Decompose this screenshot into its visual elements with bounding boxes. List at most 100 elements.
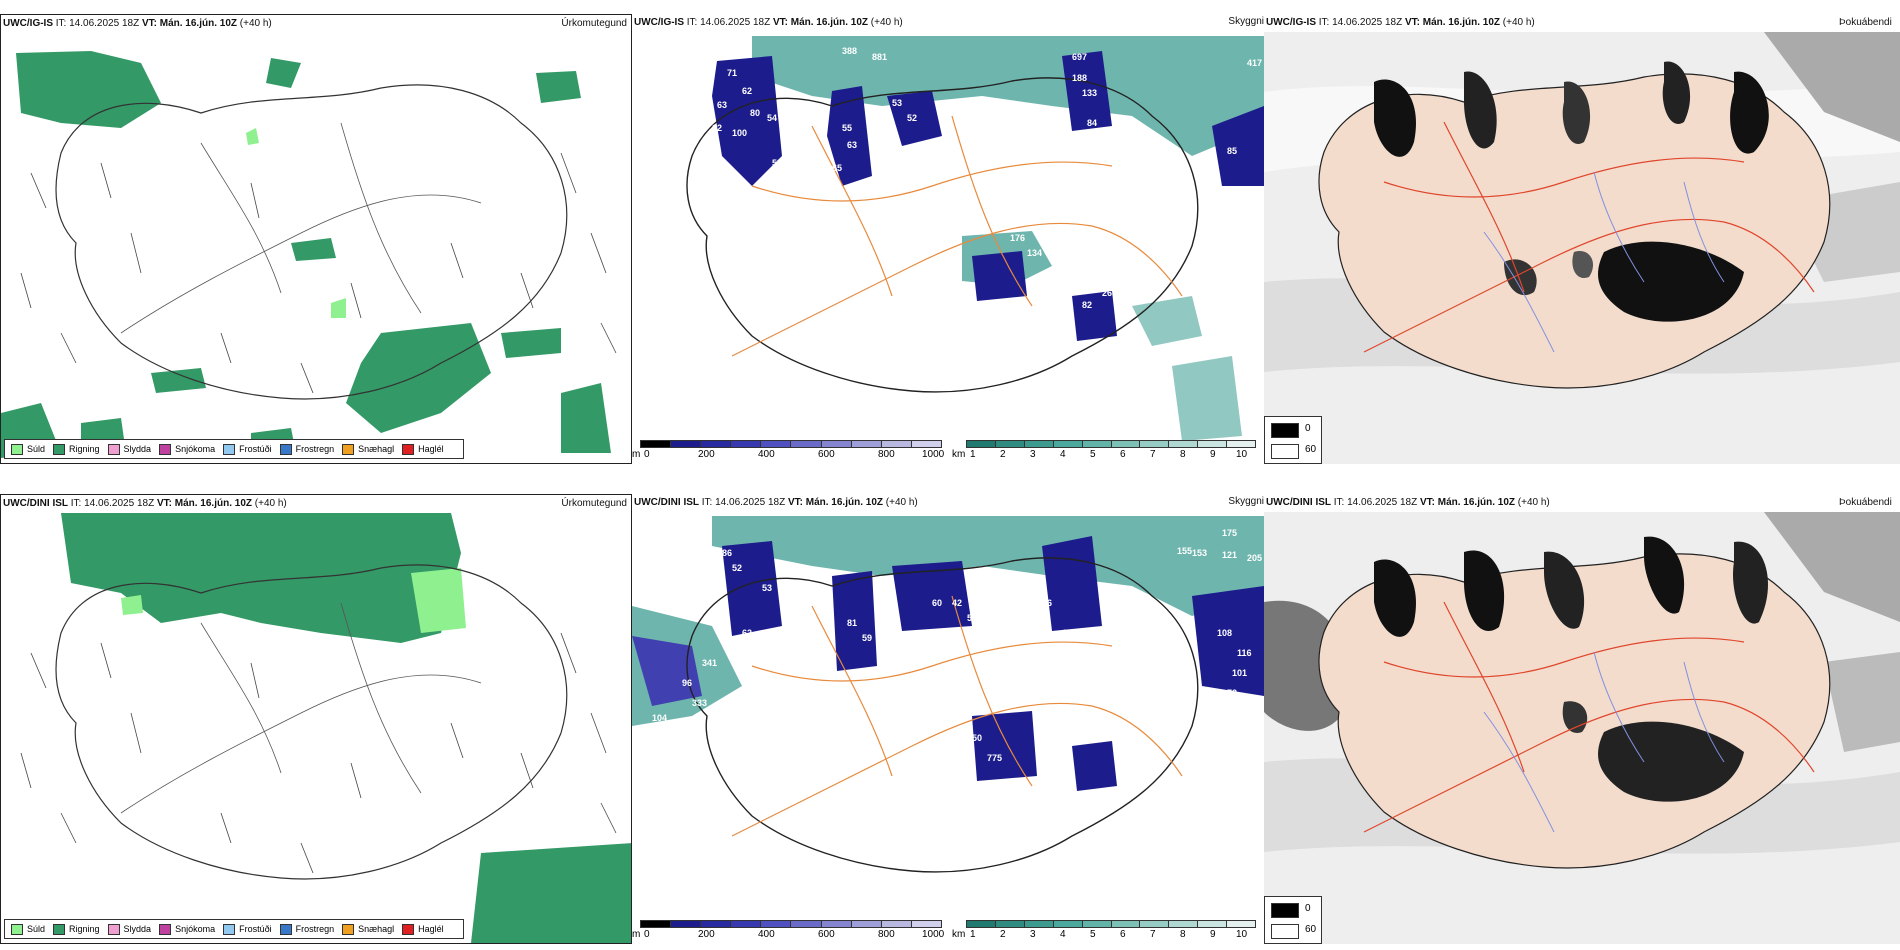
ceiling-scale-top: m 0 200 400 600 800 1000 — [632, 440, 944, 462]
visibility-label-top: Skyggni — [1228, 16, 1264, 27]
ceiling-tick: 600 — [818, 929, 835, 940]
visibility-tick: 10 — [1236, 449, 1248, 460]
visibility-tick: 6 — [1120, 929, 1126, 940]
ceiling-value: 775 — [987, 753, 1002, 763]
ceiling-value: 100 — [707, 573, 722, 583]
ceiling-tick: 1000 — [922, 929, 945, 940]
ceiling-value: 53 — [762, 583, 772, 593]
ceiling-value: 108 — [1217, 628, 1232, 638]
legend-item: Frostúði — [223, 443, 272, 455]
ceiling-value: 881 — [872, 52, 887, 62]
ceiling-value: 116 — [1237, 648, 1252, 658]
ceiling-value: 90 — [977, 608, 987, 618]
visibility-tick: 7 — [1150, 449, 1156, 460]
ceiling-value: 72 — [727, 638, 737, 648]
visibility-scale-top: km 1 2 3 4 5 6 7 8 9 10 — [952, 440, 1262, 462]
visibility-unit: km — [952, 929, 966, 940]
ceiling-value: 59 — [772, 158, 782, 168]
legend-item: Frostúði — [223, 923, 272, 935]
visibility-label-bottom: Skyggni — [1228, 496, 1264, 507]
ceiling-value: 82 — [1082, 300, 1092, 310]
ceiling-value: 104 — [652, 713, 667, 723]
precip-panel-top: UWC/IG-IS IT: 14.06.2025 18Z VT: Mán. 16… — [0, 14, 632, 464]
legend-item: Rigning — [53, 443, 100, 455]
ceiling-value: 333 — [692, 698, 707, 708]
ceiling-value: 697 — [1072, 52, 1087, 62]
ceiling-value: 155 — [1177, 546, 1192, 556]
legend-item: Slydda — [107, 923, 151, 935]
ceiling-tick: 800 — [878, 929, 895, 940]
visibility-tick: 8 — [1180, 449, 1186, 460]
ceiling-value: 59 — [967, 613, 977, 623]
ceiling-value: 53 — [892, 98, 902, 108]
ceiling-value: 54 — [767, 113, 777, 123]
ceiling-value: 188 — [1072, 73, 1087, 83]
legend-item: Frostregn — [279, 443, 334, 455]
precip-type-label-top: Úrkomutegund — [561, 18, 627, 29]
ceiling-value: 136 — [1047, 296, 1062, 306]
fog-legend-white: 60 — [1305, 444, 1317, 455]
ceiling-value: 137 — [742, 668, 757, 678]
ceiling-value: 80 — [750, 108, 760, 118]
legend-item: Haglél — [402, 923, 444, 935]
ceiling-tick: 400 — [758, 449, 775, 460]
ceiling-unit: m — [632, 449, 641, 460]
ceiling-value: 341 — [702, 658, 717, 668]
ceiling-value: 46 — [1042, 598, 1052, 608]
ceiling-tick: 0 — [644, 929, 650, 940]
fog-title-bottom: UWC/DINI ISL IT: 14.06.2025 18Z VT: Mán.… — [1266, 497, 1550, 508]
legend-item: Snjókoma — [159, 923, 215, 935]
precip-legend-top: Súld Rigning Slydda Snjókoma Frostúði Fr… — [4, 439, 464, 459]
visibility-title-bottom: UWC/DINI ISL IT: 14.06.2025 18Z VT: Mán.… — [634, 497, 918, 508]
legend-item: Snjókoma — [159, 443, 215, 455]
ceiling-scale-bottom: m 0 200 400 600 800 1000 — [632, 920, 944, 942]
ceiling-value: 65 — [832, 163, 842, 173]
fog-panel-bottom: UWC/DINI ISL IT: 14.06.2025 18Z VT: Mán.… — [1264, 494, 1900, 944]
visibility-tick: 10 — [1236, 929, 1248, 940]
ceiling-value: 69 — [892, 628, 902, 638]
ceiling-tick: 1000 — [922, 449, 945, 460]
ceiling-value: 101 — [1232, 668, 1247, 678]
ceiling-value: 101 — [992, 218, 1007, 228]
ceiling-value: 12 — [712, 123, 722, 133]
visibility-tick: 9 — [1210, 449, 1216, 460]
legend-item: Súld — [11, 923, 45, 935]
ceiling-value: 62 — [742, 86, 752, 96]
visibility-scale-bottom: km 1 2 3 4 5 6 7 8 9 10 — [952, 920, 1262, 942]
visibility-tick: 6 — [1120, 449, 1126, 460]
ceiling-tick: 0 — [644, 449, 650, 460]
legend-item: Rigning — [53, 923, 100, 935]
visibility-unit: km — [952, 449, 966, 460]
visibility-panel-bottom: UWC/DINI ISL IT: 14.06.2025 18Z VT: Mán.… — [632, 494, 1264, 944]
precip-map-top — [1, 51, 617, 458]
ceiling-value: 100 — [732, 128, 747, 138]
ceiling-value: 62 — [742, 628, 752, 638]
ceiling-value: 153 — [1192, 548, 1207, 558]
fog-label-bottom: Þokuábendi — [1839, 497, 1892, 508]
legend-item: Slydda — [107, 443, 151, 455]
ceiling-value: 175 — [1222, 528, 1237, 538]
ceiling-value: 86 — [722, 548, 732, 558]
legend-item: Súld — [11, 443, 45, 455]
fog-legend-black: 0 — [1305, 423, 1311, 434]
visibility-tick: 2 — [1000, 449, 1006, 460]
ceiling-value: 118 — [857, 683, 872, 693]
fog-map-bottom — [1264, 512, 1900, 944]
ceiling-tick: 400 — [758, 929, 775, 940]
ceiling-value: 133 — [1082, 88, 1097, 98]
visibility-tick: 1 — [970, 929, 976, 940]
ceiling-unit: m — [632, 929, 641, 940]
fog-label-top: Þokuábendi — [1839, 17, 1892, 28]
visibility-map-top: 71 62 63 80 54 100 12 55 63 59 65 53 52 188 133 84 10117… — [686, 36, 1264, 441]
visibility-tick: 3 — [1030, 449, 1036, 460]
ceiling-value: 417 — [1247, 58, 1262, 68]
ceiling-value: 176 — [1010, 233, 1025, 243]
precip-legend-bottom: Súld Rigning Slydda Snjókoma Frostúði Fr… — [4, 919, 464, 939]
legend-item: Frostregn — [279, 923, 334, 935]
ceiling-value: 81 — [847, 618, 857, 628]
visibility-tick: 4 — [1060, 929, 1066, 940]
visibility-tick: 8 — [1180, 929, 1186, 940]
ceiling-tick: 200 — [698, 929, 715, 940]
